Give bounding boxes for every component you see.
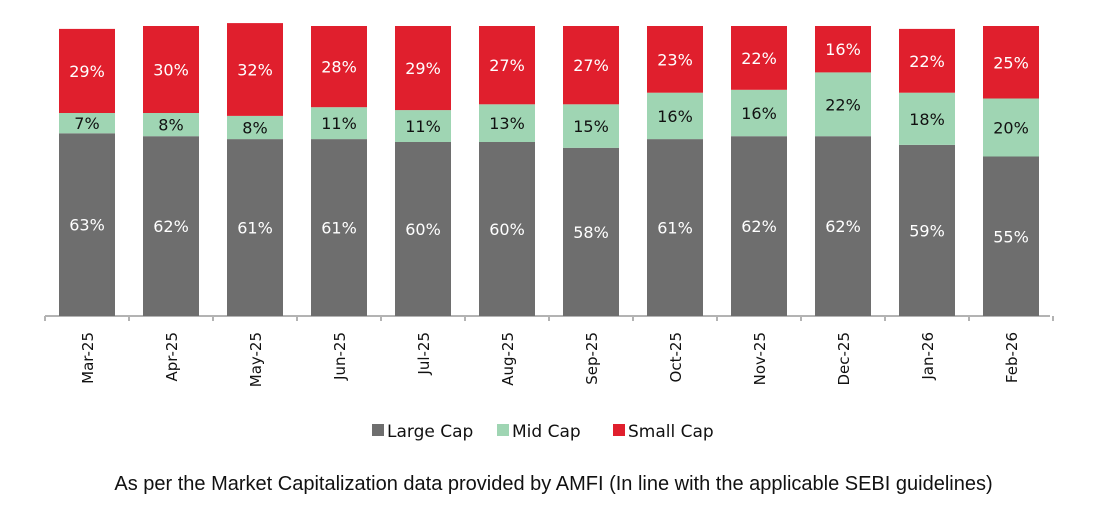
x-tick-label: Nov-25	[751, 332, 769, 385]
bar-segment-large-cap	[59, 133, 115, 316]
x-tick-label: May-25	[247, 332, 265, 387]
bar-segment-small-cap	[899, 28, 955, 93]
bar-segment-large-cap	[731, 136, 787, 316]
data-label: 16%	[825, 40, 861, 59]
bar-segment-small-cap	[479, 26, 535, 105]
x-tick-label: Mar-25	[79, 332, 97, 384]
bar-segment-large-cap	[983, 156, 1039, 316]
bar-segment-small-cap	[395, 26, 451, 111]
data-label: 15%	[573, 117, 609, 136]
bar-segment-mid-cap	[227, 115, 283, 140]
x-tick-label: Sep-25	[583, 332, 601, 385]
x-tick-label: Jan-26	[919, 332, 937, 381]
data-label: 22%	[825, 95, 861, 114]
data-label: 18%	[909, 110, 945, 129]
data-label: 16%	[657, 107, 693, 126]
legend-swatch	[372, 424, 384, 436]
bar-segment-small-cap	[563, 26, 619, 105]
data-label: 29%	[69, 62, 105, 81]
data-label: 60%	[405, 220, 441, 239]
data-label: 28%	[321, 58, 357, 77]
bar-segment-small-cap	[815, 26, 871, 73]
bar-segment-small-cap	[731, 26, 787, 90]
bar-segment-small-cap	[227, 23, 283, 116]
data-label: 13%	[489, 114, 525, 133]
bar-segment-large-cap	[479, 142, 535, 316]
legend-label: Small Cap	[628, 422, 714, 442]
stacked-bar-chart: 63% 7% 29% Mar-25 62% 8% 30% Apr-25 61% 8% 32% May-…	[44, 23, 1054, 442]
x-tick-label: Jun-25	[331, 332, 349, 381]
x-tick-label: Feb-26	[1003, 332, 1021, 383]
data-label: 61%	[657, 219, 693, 238]
bar-segment-large-cap	[563, 147, 619, 316]
bar-segment-small-cap	[647, 26, 703, 93]
bar-segment-large-cap	[311, 139, 367, 316]
bar-segment-mid-cap	[563, 104, 619, 148]
bar-segment-mid-cap	[647, 92, 703, 140]
data-label: 23%	[657, 50, 693, 69]
bar-segment-mid-cap	[983, 98, 1039, 157]
data-label: 20%	[993, 119, 1029, 138]
bar-segment-small-cap	[983, 26, 1039, 99]
data-label: 22%	[909, 52, 945, 71]
data-label: 30%	[153, 61, 189, 80]
bar-segment-small-cap	[143, 26, 199, 113]
x-tick-label: Aug-25	[499, 332, 517, 386]
data-label: 22%	[741, 49, 777, 68]
bar-segment-mid-cap	[815, 72, 871, 137]
bar-segment-large-cap	[227, 139, 283, 316]
bar-segment-mid-cap	[311, 107, 367, 140]
data-label: 61%	[321, 219, 357, 238]
bar-segment-large-cap	[647, 139, 703, 316]
x-tick-label: Oct-25	[667, 332, 685, 382]
data-label: 29%	[405, 59, 441, 78]
x-tick-label: Apr-25	[163, 332, 181, 382]
data-label: 60%	[489, 220, 525, 239]
data-label: 63%	[69, 216, 105, 235]
data-label: 8%	[242, 119, 267, 138]
data-label: 58%	[573, 223, 609, 242]
data-label: 59%	[909, 221, 945, 240]
x-tick-label: Dec-25	[835, 332, 853, 386]
data-label: 16%	[741, 104, 777, 123]
bar-segment-large-cap	[143, 136, 199, 316]
data-label: 32%	[237, 61, 273, 80]
legend-label: Mid Cap	[512, 422, 581, 442]
bar-segment-mid-cap	[59, 113, 115, 134]
data-label: 62%	[153, 217, 189, 236]
data-label: 27%	[489, 56, 525, 75]
bar-segment-mid-cap	[143, 113, 199, 137]
data-label: 55%	[993, 227, 1029, 246]
data-label: 61%	[237, 219, 273, 238]
data-label: 11%	[405, 117, 441, 136]
bar-segment-mid-cap	[395, 110, 451, 142]
data-label: 7%	[74, 114, 99, 133]
data-label: 11%	[321, 114, 357, 133]
legend-label: Large Cap	[387, 422, 473, 442]
bar-segment-mid-cap	[899, 92, 955, 145]
bar-segment-small-cap	[59, 28, 115, 113]
legend-swatch	[613, 424, 625, 436]
chart-caption: As per the Market Capitalization data pr…	[114, 473, 993, 495]
data-label: 8%	[158, 116, 183, 135]
data-label: 62%	[741, 217, 777, 236]
data-label: 25%	[993, 53, 1029, 72]
data-label: 27%	[573, 56, 609, 75]
data-label: 62%	[825, 217, 861, 236]
bar-segment-mid-cap	[479, 104, 535, 142]
bar-segment-large-cap	[815, 136, 871, 316]
bar-segment-small-cap	[311, 26, 367, 108]
bar-segment-large-cap	[899, 144, 955, 316]
bar-segment-large-cap	[395, 142, 451, 316]
legend-swatch	[497, 424, 509, 436]
bar-segment-mid-cap	[731, 89, 787, 137]
x-tick-label: Jul-25	[415, 332, 433, 376]
